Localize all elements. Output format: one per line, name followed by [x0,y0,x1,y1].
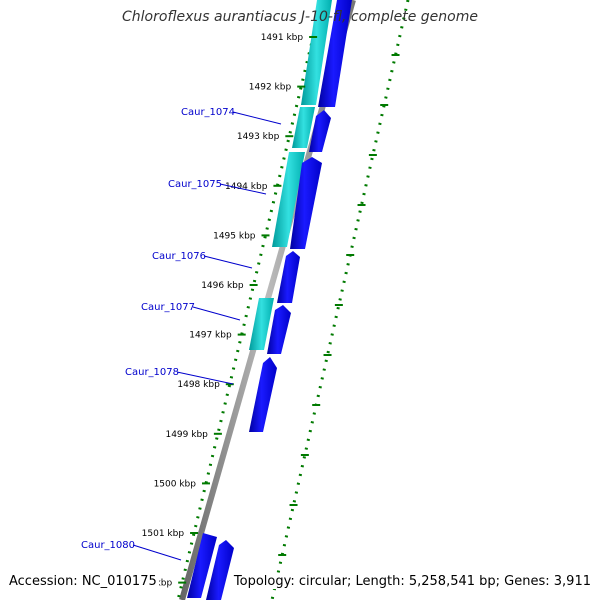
gene-leader-line [219,183,267,195]
gene-leader-line [176,371,234,385]
cds-arrow [318,0,352,107]
gene-leader-line [203,255,253,269]
outer-tick-marks [278,54,400,556]
cds-arrow [290,157,322,249]
outer-guide-line [270,0,410,600]
scale-tick-label: 1494 kbp [225,182,268,192]
feature-block [301,0,332,105]
feature-track [249,0,332,350]
gene-label: Caur_1077 [141,302,195,313]
scale-tick-label: 1500 kbp [154,479,197,489]
cds-arrow [309,110,331,152]
scale-tick-label: 1501 kbp [142,529,185,539]
gene-label: Caur_1078 [125,367,179,378]
cds-arrow [277,251,300,303]
accession-label: Accession: NC_010175 [9,574,159,589]
feature-block [272,152,305,247]
scale-tick-label: 1498 kbp [177,380,220,390]
gene-label: Caur_1075 [168,179,222,190]
map-title: Chloroflexus aurantiacus J-10-fl, comple… [122,9,478,25]
gene-label: Caur_1076 [152,251,206,262]
topology-label: Topology: circular; Length: 5,258,541 bp… [231,574,591,589]
cds-track [187,0,352,600]
feature-block [292,107,315,148]
gene-leader-line [132,544,182,561]
cds-arrow [249,357,277,432]
inner-guide-line [176,0,324,600]
scale-tick-label: 1493 kbp [237,132,280,142]
gene-leader-line [232,111,282,125]
scale-tick-label: 1491 kbp [261,33,304,43]
cds-arrow [206,540,234,600]
gene-label: Caur_1080 [81,540,135,551]
cds-arrow [187,533,217,598]
scale-tick-label: 1497 kbp [189,331,232,341]
gene-label: Caur_1074 [181,107,235,118]
scale-tick-label: 1496 kbp [201,281,244,291]
gene-labels: Caur_1074 Caur_1075 Caur_1076 Caur_1077 Caur… [81,107,282,561]
scale-tick-label: 1492 kbp [249,83,292,93]
scale-tick-label: 1499 kbp [165,430,208,440]
scale-tick-label: 1495 kbp [213,231,256,241]
cds-arrow [267,305,291,354]
gene-leader-line [192,306,241,321]
feature-block [249,298,274,350]
